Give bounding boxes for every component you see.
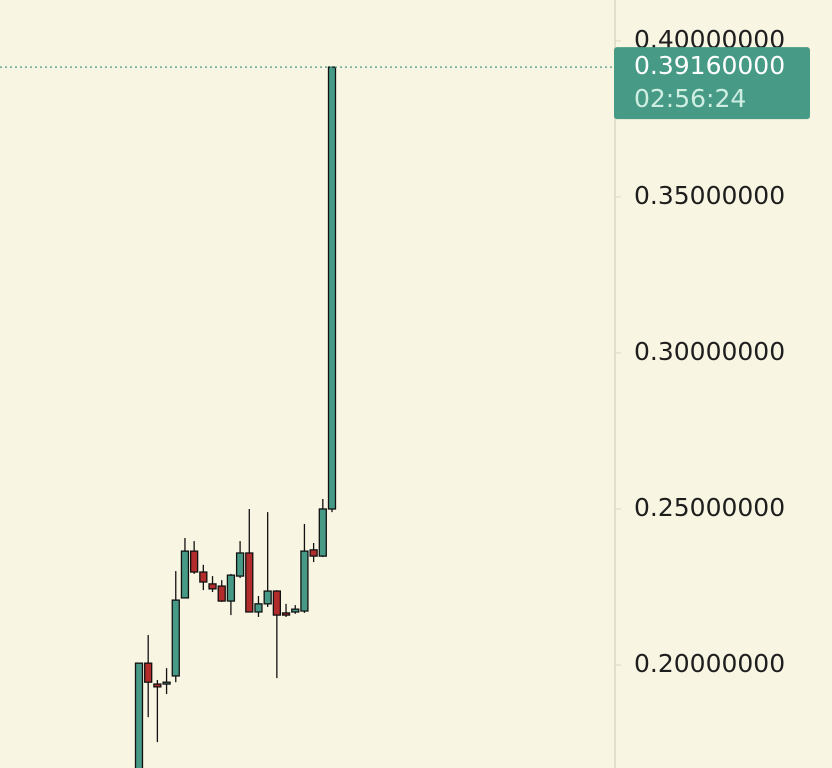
candle-body [263,590,272,605]
y-tick-label: 0.30000000 [634,337,785,366]
candle-body [199,571,208,583]
candle-body [291,608,300,613]
candle-body [309,549,318,557]
last-price-box [614,47,810,120]
candle-body [245,552,254,613]
candle-body [208,583,217,590]
candle-body [300,550,309,612]
candle-body [189,550,199,573]
last-price-label: 0.39160000 [634,51,785,80]
countdown: 02:56:24 [634,84,746,113]
y-tick-label: 0.35000000 [634,181,785,210]
candle-body [171,599,180,677]
candle-body [327,66,337,510]
candle-body [134,662,144,768]
candle-body [272,590,282,616]
candle-body [144,662,153,683]
candle-body [217,585,226,602]
candle-body [153,683,162,688]
candle-body [281,612,291,616]
candle-body [254,603,263,613]
candle-body [235,552,245,577]
candle-body [318,508,327,557]
candle-body [180,550,190,599]
candle-body [226,574,236,602]
y-tick-label: 0.25000000 [634,493,785,522]
candle-body [162,681,171,685]
y-tick-label: 0.20000000 [634,649,785,678]
